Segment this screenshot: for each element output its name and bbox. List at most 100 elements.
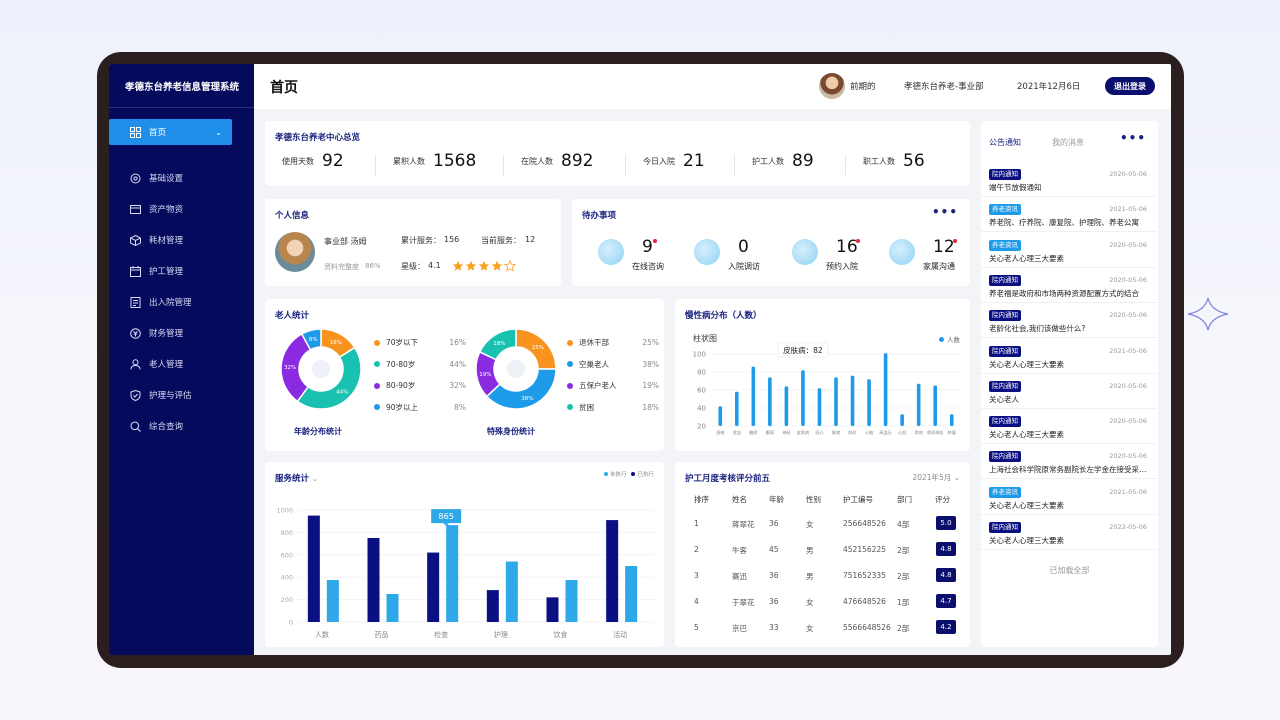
todo-more-icon[interactable]: •••	[931, 205, 958, 219]
table-cell: 36	[769, 597, 779, 606]
legend-item: 五保户老人 19%	[567, 380, 659, 391]
legend-dot	[374, 361, 380, 367]
notice-item[interactable]: 院内通知 2020-05-06 养老福是政府和市场两种资源配置方式的结合	[981, 268, 1157, 303]
notice-date: 2021-05-06	[1109, 346, 1147, 355]
service-bar[interactable]	[606, 520, 619, 622]
sidebar-item-9[interactable]: 综合查询	[109, 413, 254, 439]
todo-item[interactable]: 9 在线咨询	[582, 235, 672, 279]
tab-announcements[interactable]: 公告通知	[989, 138, 1021, 147]
chronic-bar[interactable]	[751, 366, 756, 426]
sidebar-item-4[interactable]: 护工管理	[109, 258, 254, 284]
table-cell: 1部	[897, 598, 910, 607]
service-bar[interactable]	[546, 597, 559, 622]
notice-item[interactable]: 养老资讯 2021-05-06 养老院、疗养院、康复院、护理院、养老公寓	[981, 197, 1157, 233]
service-bar[interactable]	[446, 525, 459, 622]
chronic-bar[interactable]	[801, 370, 805, 426]
chat-bubble-icon	[598, 239, 624, 265]
notice-item[interactable]: 院内通知 2020-05-06 关心老人	[981, 374, 1157, 409]
stat-label: 在院人数	[521, 156, 553, 166]
legend-percent: 8%	[454, 402, 466, 412]
notice-item[interactable]: 养老资讯 2021-05-06 关心老人心理三大要素	[981, 480, 1157, 515]
tab-my-messages[interactable]: 我的消息	[1052, 138, 1084, 147]
todo-item[interactable]: 16 预约入院	[776, 235, 866, 279]
month-select[interactable]: 2021年5月 ⌄	[912, 472, 960, 483]
service-title[interactable]: 服务统计 ⌄	[275, 472, 318, 484]
chronic-bar[interactable]	[883, 353, 888, 426]
chronic-bar[interactable]	[834, 377, 838, 426]
overview-stat: 在院人数 892	[521, 151, 593, 171]
sidebar-item-1[interactable]: 基础设置	[109, 165, 254, 191]
notice-text: 上海社会科学院原常务副院长左学金在接受采访时表示	[989, 465, 1147, 475]
logout-button[interactable]: 退出登录	[1105, 77, 1155, 95]
table-header: 护工编号	[843, 495, 873, 504]
chronic-bar[interactable]	[735, 391, 739, 426]
notice-item[interactable]: 院内通知 2020-05-06 老龄化社会,我们该做些什么?	[981, 303, 1157, 339]
service-bar[interactable]	[565, 580, 578, 622]
y-tick-label: 200	[281, 596, 293, 604]
sidebar-item-label: 财务管理	[149, 329, 184, 339]
sidebar-item-label: 耗材管理	[149, 236, 184, 246]
chronic-bar[interactable]	[916, 383, 921, 426]
nurse-title: 护工月度考核评分前五	[685, 474, 771, 484]
star-value: 4.1	[428, 261, 441, 270]
todo-item[interactable]: 12 家属沟通	[873, 235, 963, 279]
notice-item[interactable]: 院内通知 2020-05-06 上海社会科学院原常务副院长左学金在接受采访时表示	[981, 444, 1157, 480]
service-bar[interactable]	[367, 538, 380, 622]
age-chart-caption: 年龄分布统计	[294, 427, 342, 436]
notice-item[interactable]: 院内通知 2022-05-06 关心老人心理三大要素	[981, 515, 1157, 550]
notice-tag: 养老资讯	[989, 239, 1021, 251]
chronic-bar[interactable]	[784, 386, 789, 426]
sidebar-item-label: 老人管理	[149, 360, 184, 370]
sidebar-item-7[interactable]: 老人管理	[109, 351, 254, 377]
sidebar-item-2[interactable]: 资产物资	[109, 196, 254, 222]
service-bar[interactable]	[307, 515, 320, 622]
service-bar[interactable]	[427, 552, 440, 622]
box-icon	[127, 234, 143, 246]
service-bar[interactable]	[505, 561, 518, 622]
table-cell: 男	[806, 546, 814, 555]
notice-item[interactable]: 养老资讯 2020-05-06 关心老人心理三大要素	[981, 233, 1157, 268]
sidebar-item-3[interactable]: 耗材管理	[109, 227, 254, 253]
service-bar[interactable]	[625, 566, 638, 622]
table-header: 姓名	[732, 495, 747, 504]
sidebar-item-8[interactable]: 护理与评估	[109, 382, 254, 408]
top-bar: 首页 前期的 孝德东台养老-事业部 2021年12月6日 退出登录	[254, 64, 1171, 109]
notice-text: 养老福是政府和市场两种资源配置方式的结合	[989, 288, 1139, 298]
chronic-bar[interactable]	[900, 414, 904, 426]
notices-more-icon[interactable]: •••	[1119, 131, 1146, 145]
sidebar-item-6[interactable]: 财务管理	[109, 320, 254, 346]
notice-item[interactable]: 院内通知 2020-05-06 端午节放假通知	[981, 162, 1157, 197]
gear-icon	[127, 173, 143, 184]
user-avatar[interactable]	[819, 73, 845, 99]
notice-item[interactable]: 院内通知 2020-05-06 关心老人心理三大要素	[981, 409, 1157, 445]
legend-percent: 19%	[642, 381, 659, 390]
stat-label: 护工人数	[752, 156, 784, 166]
table-cell: 452156225	[843, 545, 886, 554]
overview-title: 孝德东台养老中心总览	[275, 133, 361, 143]
service-bar[interactable]	[386, 594, 399, 622]
notice-item[interactable]: 院内通知 2021-05-06 关心老人心理三大要素	[981, 339, 1157, 374]
sidebar-item-5[interactable]: 出入院管理	[109, 289, 254, 315]
document-icon	[127, 296, 143, 308]
chronic-bar[interactable]	[933, 385, 937, 427]
service-bar[interactable]	[326, 580, 339, 622]
donut-slice	[296, 346, 362, 410]
sidebar-item-0[interactable]: 首页 ⌄	[109, 119, 232, 145]
chronic-bar[interactable]	[850, 375, 855, 426]
chronic-bar[interactable]	[949, 414, 954, 426]
chronic-bar[interactable]	[867, 379, 871, 426]
chronic-bar[interactable]	[718, 406, 723, 426]
y-tick-label: 20	[697, 423, 706, 431]
service-bar[interactable]	[486, 590, 499, 622]
notice-tag: 院内通知	[989, 274, 1021, 286]
current-label: 当前服务：	[481, 236, 521, 245]
chronic-bar[interactable]	[817, 388, 822, 426]
user-name[interactable]: 前期的	[850, 82, 876, 92]
notification-dot	[653, 239, 657, 243]
y-tick-label: 800	[281, 529, 293, 537]
table-cell: 3	[694, 571, 699, 580]
notice-date: 2021-05-06	[1109, 205, 1147, 214]
star-rating	[452, 257, 517, 276]
todo-item[interactable]: 0 入院调访	[678, 235, 768, 279]
chronic-bar[interactable]	[768, 377, 772, 426]
